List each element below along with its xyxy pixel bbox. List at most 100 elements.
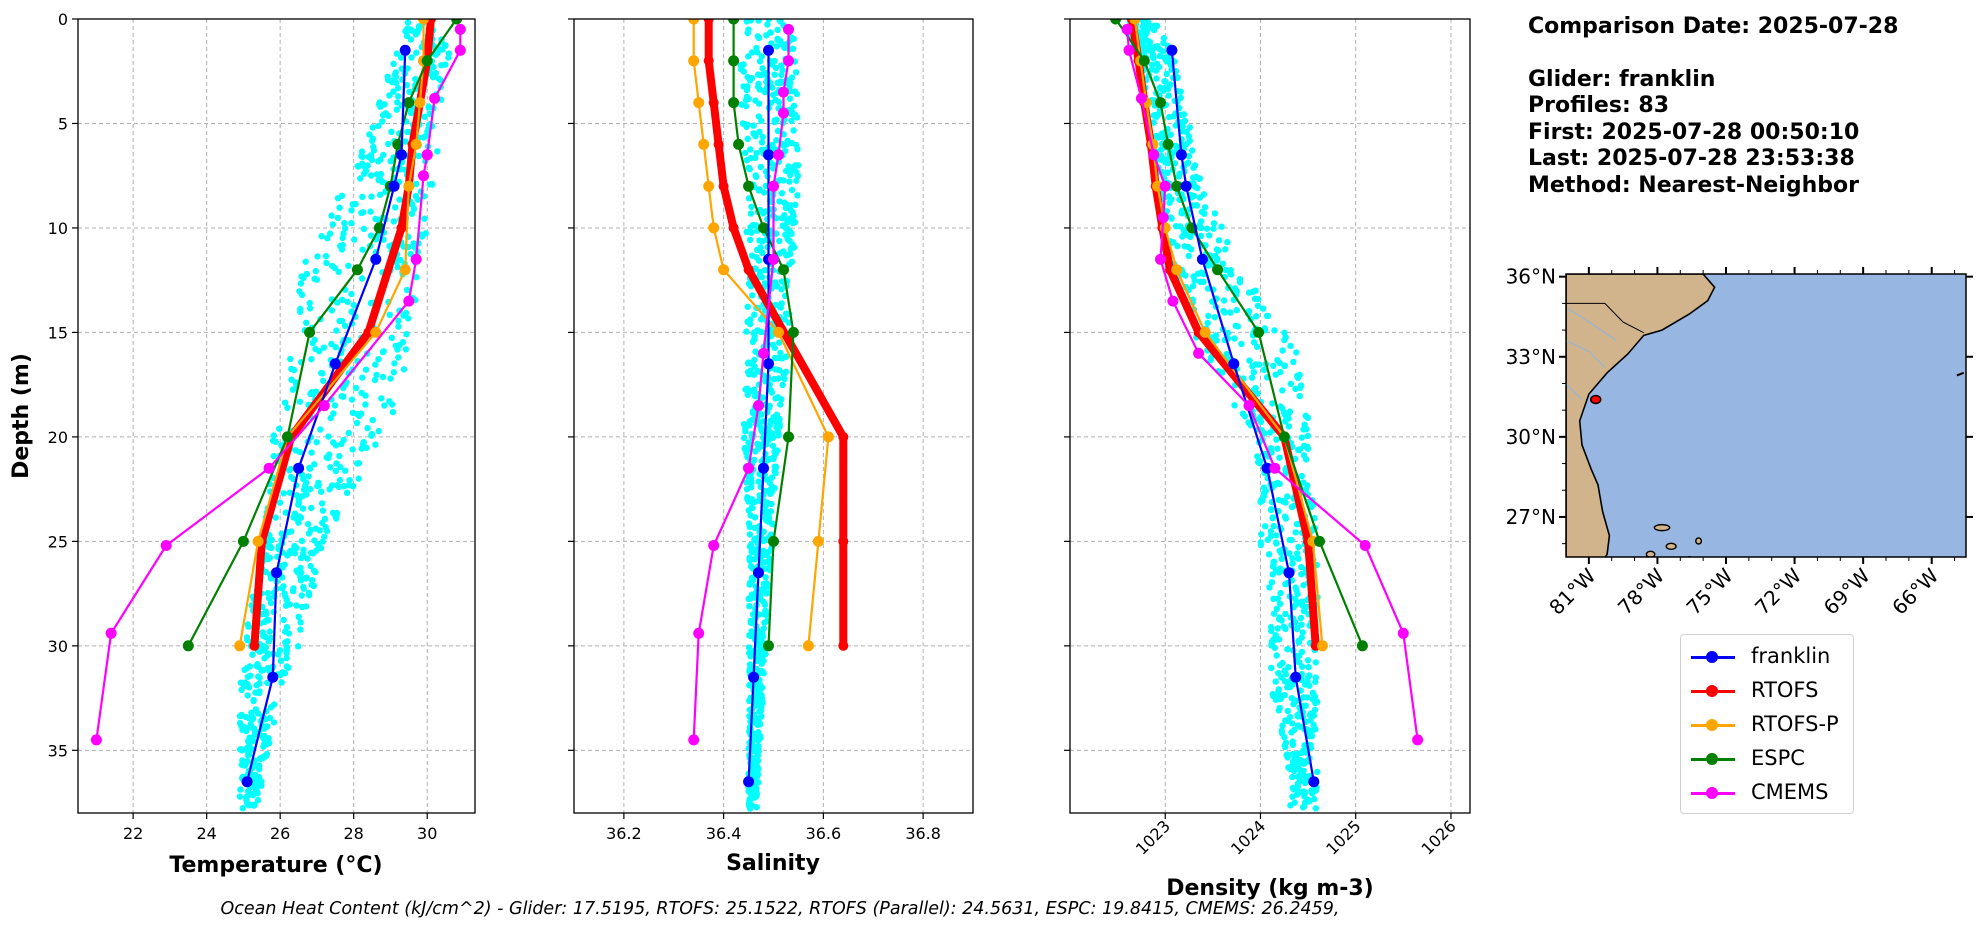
scatter-point [357, 175, 364, 182]
scatter-point [249, 715, 257, 723]
series-point-rtofs-p [822, 431, 834, 443]
series-point-cmems [778, 86, 789, 98]
scatter-point [1279, 387, 1286, 394]
scatter-point [319, 538, 326, 545]
legend-swatch-marker [1706, 753, 1718, 765]
state-border [1566, 302, 1644, 334]
scatter-point [265, 555, 272, 563]
glider-scatter [236, 19, 452, 812]
series-point-rtofs-p [414, 97, 426, 109]
series-point-cmems [753, 400, 764, 412]
scatter-point [1287, 380, 1295, 387]
series-point-rtofs [396, 222, 407, 233]
scatter-point [780, 248, 787, 255]
scatter-point [1281, 329, 1288, 336]
scatter-point [260, 647, 267, 654]
scatter-point [1185, 252, 1192, 260]
scatter-point [390, 369, 397, 376]
scatter-point [751, 311, 758, 318]
scatter-point [376, 99, 383, 106]
scatter-point [782, 353, 790, 360]
scatter-point [1187, 246, 1195, 253]
scatter-point [764, 21, 771, 28]
scatter-point [1211, 314, 1219, 321]
scatter-point [768, 474, 776, 481]
series-point-espc [763, 640, 774, 652]
scatter-point [264, 679, 271, 686]
scatter-point [778, 396, 785, 403]
scatter-point [1298, 621, 1305, 628]
scatter-point [1254, 302, 1262, 310]
series-point-espc [182, 640, 194, 652]
scatter-point [746, 661, 754, 668]
scatter-point [292, 379, 299, 386]
scatter-point [1298, 600, 1305, 607]
scatter-point [1276, 600, 1284, 607]
scatter-point [1223, 350, 1230, 358]
scatter-point [333, 327, 340, 334]
scatter-point [386, 92, 393, 99]
scatter-point [1312, 659, 1320, 666]
scatter-point [1268, 579, 1276, 586]
scatter-point [244, 621, 252, 628]
scatter-point [375, 122, 382, 130]
scatter-point [395, 323, 402, 330]
scatter-point [1291, 697, 1299, 704]
series-point-rtofs [728, 222, 739, 233]
scatter-point [741, 149, 749, 157]
scatter-point [359, 246, 366, 253]
series-point-espc [1356, 640, 1368, 652]
y-axis-label: Depth (m) [9, 353, 34, 479]
scatter-point [264, 652, 271, 659]
series-point-franklin [748, 671, 760, 683]
scatter-point [319, 519, 326, 527]
scatter-point [1300, 767, 1307, 774]
series-point-franklin [241, 776, 253, 788]
scatter-point [323, 259, 330, 267]
scatter-point [1276, 695, 1284, 703]
scatter-point [377, 176, 384, 184]
scatter-point [1302, 412, 1309, 419]
scatter-point [1298, 634, 1306, 641]
scatter-point [792, 162, 799, 169]
scatter-point [1153, 75, 1160, 82]
scatter-point [771, 57, 778, 65]
scatter-point [760, 625, 767, 632]
scatter-point [252, 706, 260, 713]
scatter-point [354, 163, 361, 170]
series-point-cmems [454, 23, 466, 35]
scatter-point [1270, 522, 1277, 530]
scatter-point [350, 302, 357, 309]
scatter-point [1254, 295, 1262, 303]
scatter-point [256, 762, 263, 769]
x-tick-label: 36.6 [806, 824, 842, 843]
series-point-espc [1278, 431, 1290, 443]
scatter-point [318, 500, 326, 507]
scatter-point [352, 200, 359, 208]
series-point-franklin [271, 567, 282, 579]
series-point-espc [783, 431, 794, 443]
scatter-point [1284, 707, 1292, 715]
scatter-point [739, 120, 746, 127]
scatter-point [1179, 128, 1186, 135]
scatter-point [1301, 742, 1308, 749]
scatter-point [1245, 289, 1253, 296]
scatter-point [766, 402, 773, 409]
scatter-point [358, 389, 365, 397]
scatter-point [1312, 805, 1320, 812]
series-point-rtofs-p [703, 180, 715, 192]
scatter-point [746, 543, 754, 550]
scatter-point [774, 26, 781, 34]
scatter-point [316, 545, 323, 552]
scatter-point [404, 19, 412, 26]
scatter-point [1295, 639, 1303, 646]
scatter-point [293, 492, 300, 499]
series-point-rtofs-p [693, 97, 705, 109]
axes-frame [1069, 18, 1471, 814]
scatter-point [252, 788, 259, 796]
scatter-point [780, 369, 787, 376]
scatter-point [743, 449, 750, 457]
scatter-point [1300, 607, 1308, 615]
scatter-point [756, 721, 764, 728]
scatter-point [1285, 415, 1292, 422]
